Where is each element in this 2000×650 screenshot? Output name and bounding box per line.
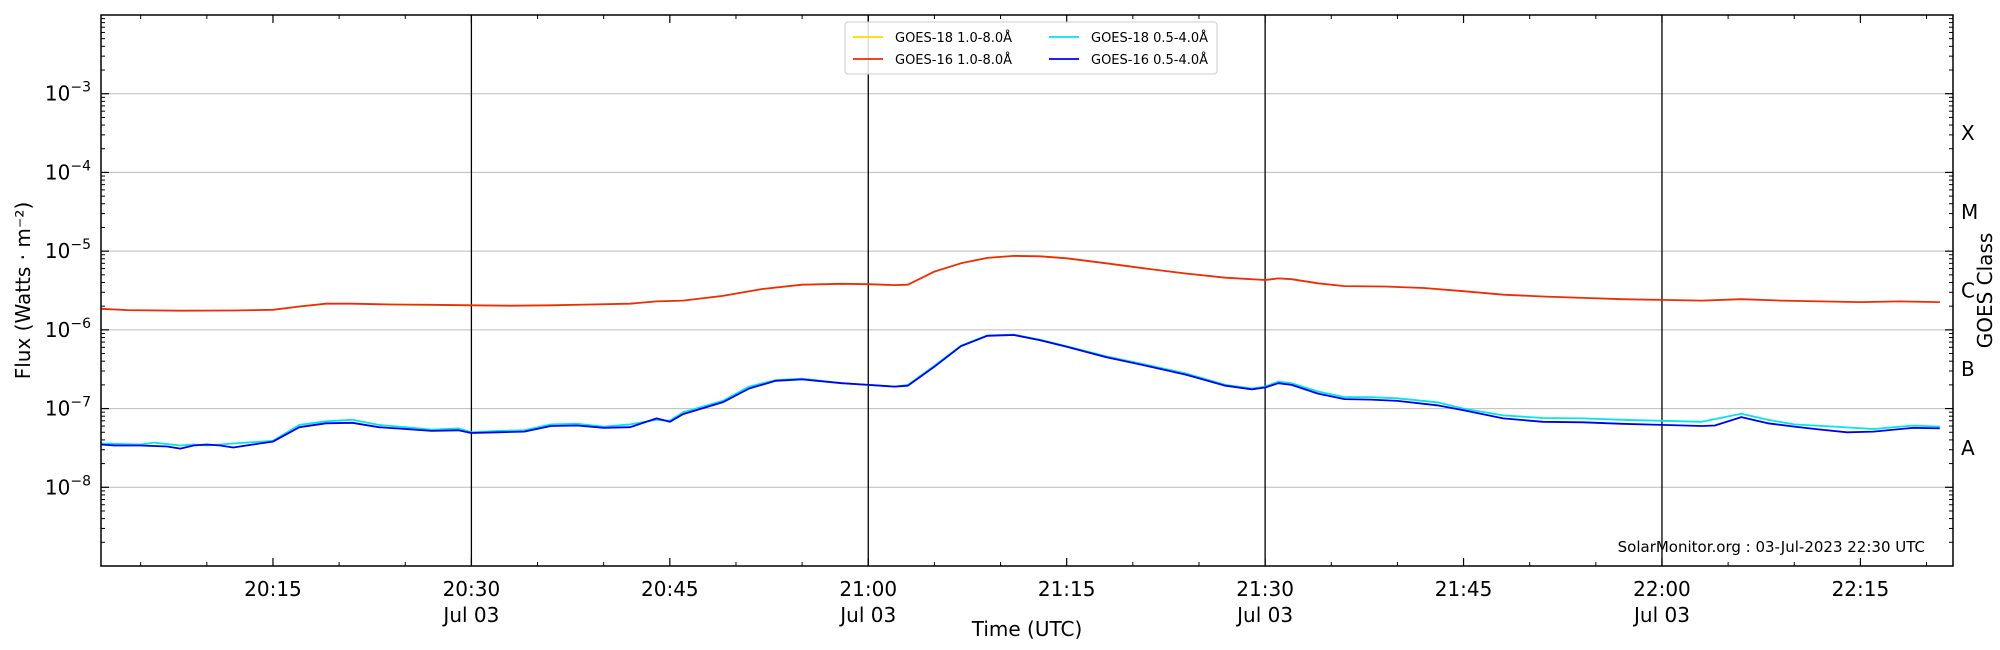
- x-tick-label: 21:30: [1236, 577, 1294, 601]
- x-tick-label: 20:30: [443, 577, 501, 601]
- goes-class-label: B: [1961, 357, 1975, 381]
- goes-class-label: A: [1961, 436, 1975, 460]
- x-tick-label: 21:00: [839, 577, 897, 601]
- legend: GOES-18 1.0-8.0Å GOES-16 1.0-8.0Å GOES-18 …: [844, 21, 1218, 75]
- x-tick-label: 20:45: [641, 577, 699, 601]
- plot-area-frame: [100, 14, 1954, 567]
- x-tick-date-label: Jul 03: [441, 603, 499, 627]
- x-tick-date-label: Jul 03: [838, 603, 896, 627]
- legend-entry-label: GOES-18 0.5-4.0Å: [1091, 30, 1208, 46]
- gridlines: [101, 93, 1953, 488]
- goes-class-label: M: [1961, 200, 1978, 224]
- y-tick-label: 10−5: [45, 237, 91, 263]
- y-tick-label: 10−7: [45, 395, 91, 421]
- y-tick-label: 10−8: [45, 473, 91, 499]
- x-tick-date-label: Jul 03: [1235, 603, 1293, 627]
- credit-text: SolarMonitor.org : 03-Jul-2023 22:30 UTC: [1618, 538, 1925, 556]
- series-line: [100, 333, 1940, 447]
- legend-entry-label: GOES-16 1.0-8.0Å: [895, 52, 1012, 68]
- y-tick-label: 10−6: [45, 316, 91, 342]
- axis-ticks: [101, 15, 1953, 566]
- y2-axis-label: GOES Class: [1973, 233, 1997, 349]
- x-tick-label: 21:15: [1038, 577, 1096, 601]
- x-tick-label: 21:45: [1435, 577, 1493, 601]
- y-tick-label: 10−3: [45, 80, 91, 106]
- series-line: [100, 254, 1940, 312]
- x-tick-label: 20:15: [244, 577, 302, 601]
- goes-class-labels: A B C M X: [1961, 121, 1978, 460]
- y-tick-label: 10−4: [45, 158, 91, 184]
- x-axis-label: Time (UTC): [971, 617, 1083, 641]
- goes-class-label: C: [1961, 279, 1975, 303]
- x-tick-label: 22:00: [1633, 577, 1691, 601]
- legend-entry-label: GOES-16 0.5-4.0Å: [1091, 52, 1208, 68]
- x-tick-label: 22:15: [1832, 577, 1890, 601]
- legend-entry-label: GOES-18 1.0-8.0Å: [895, 30, 1012, 46]
- goes-class-label: X: [1961, 121, 1975, 145]
- series-line: [100, 334, 1940, 450]
- legend-box: [844, 21, 1218, 75]
- vertical-day-markers: [470, 15, 1663, 566]
- y-axis-label: Flux (Watts · m⁻²): [11, 202, 35, 380]
- y-tick-labels: 10−8 10−7 10−6 10−5 10−4 10−3: [45, 80, 91, 500]
- x-tick-date-label: Jul 03: [1632, 603, 1690, 627]
- series-lines: [100, 254, 1940, 450]
